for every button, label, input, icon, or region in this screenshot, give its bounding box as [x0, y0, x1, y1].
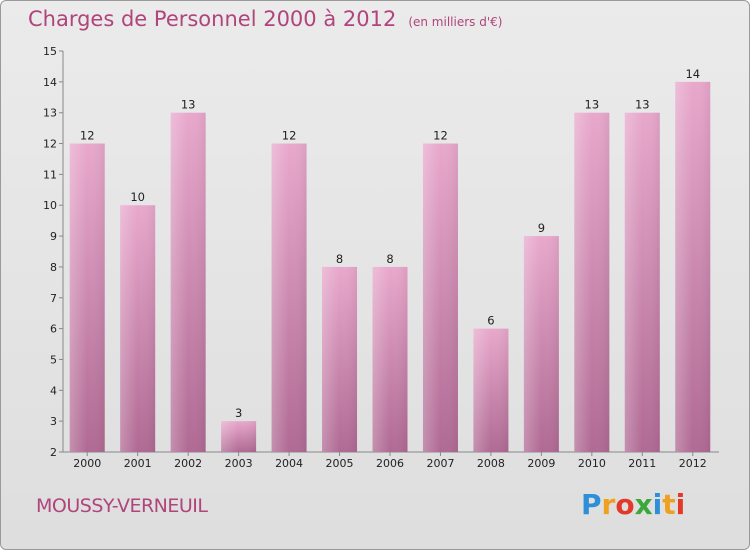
- bar-highlight: [221, 421, 257, 452]
- bar-highlight: [69, 143, 105, 453]
- x-tick-label: 2002: [174, 457, 202, 470]
- logo-letter: i: [675, 488, 686, 521]
- bar-highlight: [322, 266, 358, 452]
- bar-highlight: [675, 81, 711, 452]
- logo-letter: i: [652, 488, 663, 521]
- chart-labels: 12 2000 10 2001 13 2002 3 2003 12 2004 8 2005 8 2006 1…: [73, 67, 707, 470]
- bar-highlight: [372, 266, 408, 452]
- chart-title-text: Charges de Personnel 2000 à 2012: [28, 7, 397, 31]
- logo-letter: P: [581, 488, 602, 521]
- x-tick-label: 2007: [426, 457, 454, 470]
- data-label: 10: [130, 190, 145, 204]
- bar-highlight: [120, 205, 156, 452]
- proxiti-logo: Proxiti: [581, 488, 685, 521]
- x-tick-label: 2008: [477, 457, 505, 470]
- x-tick-label: 2004: [275, 457, 303, 470]
- data-label: 6: [487, 314, 494, 328]
- y-tick-label: 15: [43, 45, 57, 58]
- bar-highlight: [574, 112, 610, 452]
- data-label: 9: [538, 221, 545, 235]
- x-tick-label: 2005: [326, 457, 354, 470]
- x-tick-label: 2003: [225, 457, 253, 470]
- x-tick-label: 2001: [124, 457, 152, 470]
- y-tick-label: 8: [50, 261, 57, 274]
- data-label: 12: [80, 129, 95, 143]
- y-tick-label: 14: [43, 76, 57, 89]
- y-tick-label: 7: [50, 292, 57, 305]
- chart-title: Charges de Personnel 2000 à 2012 (en mill…: [28, 7, 502, 31]
- x-tick-label: 2000: [73, 457, 101, 470]
- bar-highlight: [170, 112, 206, 452]
- y-tick-label: 10: [43, 199, 57, 212]
- bar-highlight: [473, 328, 509, 452]
- x-tick-label: 2012: [679, 457, 707, 470]
- y-tick-label: 4: [50, 384, 57, 397]
- location-name: MOUSSY-VERNEUIL: [36, 495, 208, 517]
- x-tick-label: 2009: [527, 457, 555, 470]
- data-label: 8: [336, 252, 343, 266]
- bar-highlight: [271, 143, 307, 453]
- bar-highlight: [422, 143, 458, 453]
- y-tick-label: 9: [50, 230, 57, 243]
- data-label: 12: [433, 129, 448, 143]
- bar-highlight: [523, 236, 559, 452]
- data-label: 13: [585, 98, 600, 112]
- y-tick-label: 11: [43, 168, 57, 181]
- data-label: 13: [635, 98, 650, 112]
- y-tick-label: 3: [50, 415, 57, 428]
- logo-letter: t: [662, 488, 676, 521]
- y-tick-label: 12: [43, 138, 57, 151]
- x-tick-label: 2011: [628, 457, 656, 470]
- bar-highlight: [624, 112, 660, 452]
- logo-letter: x: [634, 488, 653, 521]
- data-label: 12: [282, 129, 297, 143]
- data-label: 8: [386, 252, 393, 266]
- y-tick-label: 6: [50, 323, 57, 336]
- chart-bars: [69, 81, 711, 453]
- chart-subtitle: (en milliers d'€): [408, 15, 503, 29]
- logo-letter: o: [615, 488, 635, 521]
- data-label: 14: [685, 67, 700, 81]
- x-tick-label: 2010: [578, 457, 606, 470]
- data-label: 13: [181, 98, 196, 112]
- y-tick-label: 2: [50, 446, 57, 459]
- y-tick-label: 13: [43, 107, 57, 120]
- data-label: 3: [235, 406, 242, 420]
- x-tick-label: 2006: [376, 457, 404, 470]
- logo-letter: r: [601, 488, 616, 521]
- y-tick-label: 5: [50, 353, 57, 366]
